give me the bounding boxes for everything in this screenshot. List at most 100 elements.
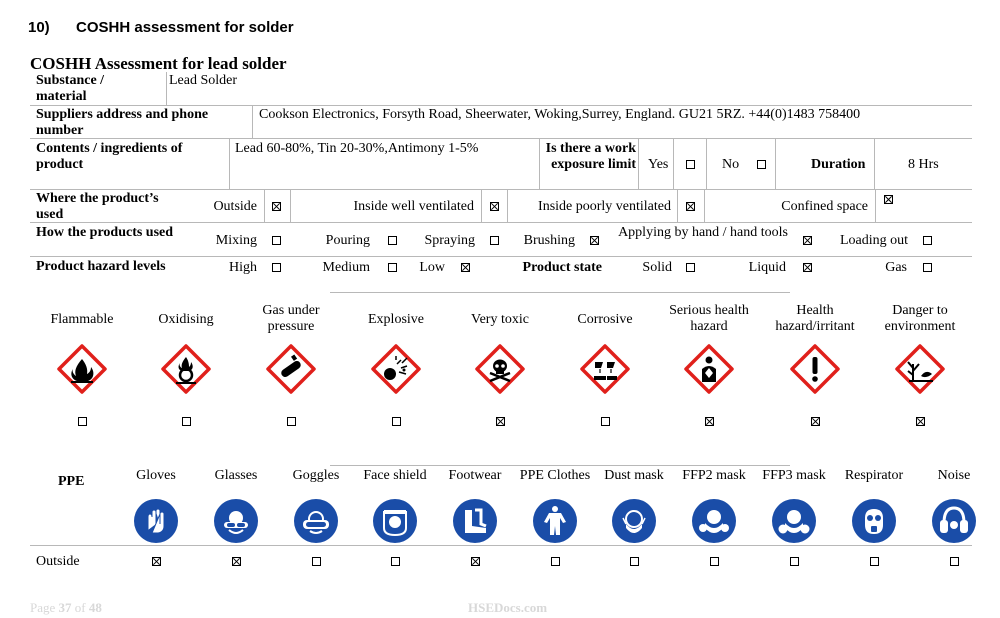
option-label: Gas: [885, 260, 907, 275]
loading-out-checkbox[interactable]: [923, 236, 932, 245]
site-name: HSEDocs.com: [468, 600, 548, 615]
assessment-title: COSHH Assessment for lead solder: [30, 54, 287, 73]
hazard-checkbox[interactable]: [392, 417, 401, 426]
product-state-label: Product state: [522, 260, 602, 275]
pouring-checkbox[interactable]: [388, 236, 397, 245]
environment-icon: [895, 344, 945, 394]
option-label: Pouring: [325, 233, 370, 248]
hazard-label: Explosive: [368, 312, 424, 327]
ppe-outside-checkbox[interactable]: [710, 557, 719, 566]
ppe-outside-checkbox[interactable]: [471, 557, 480, 566]
substance-label: Substance / material: [36, 73, 105, 104]
ppe-item-label: Footwear: [448, 468, 502, 483]
skull-crossbones-icon: [475, 344, 525, 394]
dust-mask-icon: [611, 498, 657, 544]
option-label: Liquid: [748, 260, 786, 275]
applying-by-hand-checkbox[interactable]: [803, 236, 812, 245]
substance-value: Lead Solder: [169, 73, 238, 88]
ppe-outside-checkbox[interactable]: [950, 557, 959, 566]
option-label: Medium: [322, 260, 370, 275]
corrosion-icon: [580, 344, 630, 394]
ppe-outside-checkbox[interactable]: [870, 557, 879, 566]
ppe-outside-checkbox[interactable]: [391, 557, 400, 566]
glasses-icon: [213, 498, 259, 544]
health-hazard-icon: [684, 344, 734, 394]
ffp3-mask-icon: [771, 498, 817, 544]
ppe-item-label: FFP2 mask: [682, 468, 746, 483]
option-label: Loading out: [839, 233, 908, 248]
hazard-label: Corrosive: [577, 312, 633, 327]
no-label: No: [722, 157, 740, 172]
hazard-checkbox[interactable]: [811, 417, 820, 426]
gas-checkbox[interactable]: [923, 263, 932, 272]
ppe-item-label: Glasses: [214, 468, 258, 483]
page-indicator: Page 37 of 48: [30, 600, 102, 616]
ppe-outside-checkbox[interactable]: [630, 557, 639, 566]
liquid-checkbox[interactable]: [803, 263, 812, 272]
ppe-outside-checkbox[interactable]: [152, 557, 161, 566]
spraying-checkbox[interactable]: [490, 236, 499, 245]
page-word: Page: [30, 600, 56, 615]
supplier-value: Cookson Electronics, Forsyth Road, Sheer…: [259, 107, 861, 122]
yes-label: Yes: [648, 157, 669, 172]
option-label: High: [229, 260, 257, 275]
option-label: Spraying: [424, 233, 475, 248]
hazard-levels-label: Product hazard levels: [36, 259, 166, 274]
low-checkbox[interactable]: [461, 263, 470, 272]
exposure-no-checkbox[interactable]: [757, 160, 766, 169]
ppe-outside-checkbox[interactable]: [312, 557, 321, 566]
duration-label: Duration: [811, 157, 866, 172]
ppe-outside-checkbox[interactable]: [232, 557, 241, 566]
option-label: Inside poorly ventilated: [538, 199, 671, 214]
gas-cylinder-icon: [266, 344, 316, 394]
ppe-item-label: Face shield: [363, 468, 427, 483]
hazard-checkbox[interactable]: [287, 417, 296, 426]
option-label: Low: [419, 260, 445, 275]
section-title: COSHH assessment for solder: [76, 19, 294, 36]
respirator-icon: [851, 498, 897, 544]
ppe-outside-checkbox[interactable]: [790, 557, 799, 566]
flame-over-circle-icon: [161, 344, 211, 394]
exposure-yes-checkbox[interactable]: [686, 160, 695, 169]
ppe-item-label: PPE Clothes: [519, 468, 591, 483]
ppe-item-label: Respirator: [844, 468, 904, 483]
hazard-checkbox[interactable]: [78, 417, 87, 426]
hazard-label: Health hazard/irritant: [775, 303, 855, 334]
confined-space-checkbox[interactable]: [884, 195, 893, 204]
ppe-outside-checkbox[interactable]: [551, 557, 560, 566]
outside-checkbox[interactable]: [272, 202, 281, 211]
exploding-bomb-icon: [371, 344, 421, 394]
ppe-item-label: FFP3 mask: [762, 468, 826, 483]
ppe-item-label: Goggles: [292, 468, 340, 483]
hazard-checkbox[interactable]: [496, 417, 505, 426]
hazard-checkbox[interactable]: [916, 417, 925, 426]
exclamation-icon: [790, 344, 840, 394]
brushing-checkbox[interactable]: [590, 236, 599, 245]
inside-well-ventilated-checkbox[interactable]: [490, 202, 499, 211]
option-label: Outside: [213, 199, 257, 214]
high-checkbox[interactable]: [272, 263, 281, 272]
option-label: Applying by hand / hand tools: [618, 225, 788, 240]
hazard-label: Serious health hazard: [669, 303, 749, 334]
ppe-label: PPE: [58, 474, 85, 489]
medium-checkbox[interactable]: [388, 263, 397, 272]
section-number: 10): [28, 19, 50, 36]
hazard-checkbox[interactable]: [182, 417, 191, 426]
hazard-label: Danger to environment: [884, 303, 956, 334]
how-used-label: How the products used: [36, 225, 174, 240]
ffp2-mask-icon: [691, 498, 737, 544]
where-used-label: Where the product’s used: [36, 191, 159, 222]
ppe-item-label: Dust mask: [604, 468, 664, 483]
hazard-checkbox[interactable]: [705, 417, 714, 426]
boots-icon: [452, 498, 498, 544]
inside-poorly-ventilated-checkbox[interactable]: [686, 202, 695, 211]
option-label: Inside well ventilated: [353, 199, 474, 214]
duration-value: 8 Hrs: [908, 157, 939, 172]
option-label: Brushing: [523, 233, 575, 248]
mixing-checkbox[interactable]: [272, 236, 281, 245]
solid-checkbox[interactable]: [686, 263, 695, 272]
option-label: Solid: [642, 260, 672, 275]
ppe-outside-label: Outside: [36, 554, 80, 569]
section-heading: 10) COSHH assessment for solder: [28, 19, 294, 36]
hazard-checkbox[interactable]: [601, 417, 610, 426]
